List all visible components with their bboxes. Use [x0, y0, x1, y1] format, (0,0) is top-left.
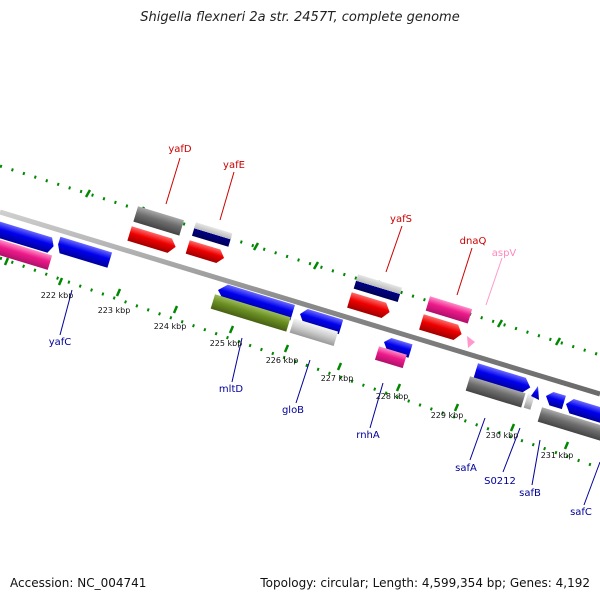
gene-box[interactable]: [191, 222, 233, 247]
gene-label-yafS[interactable]: yafS: [390, 214, 412, 225]
gene-box[interactable]: [465, 376, 526, 408]
gene-label-rnhA[interactable]: rnhA: [356, 430, 380, 441]
tick-mark: [57, 277, 64, 286]
tick-mark: [84, 189, 92, 198]
gene-label-mltD[interactable]: mltD: [219, 384, 243, 395]
gene-label-dnaQ[interactable]: dnaQ: [460, 236, 487, 247]
kbp-label: 226 kbp: [266, 356, 299, 365]
kbp-label: 222 kbp: [41, 291, 74, 300]
kbp-label: 231 kbp: [541, 451, 574, 460]
gene-label-aspV[interactable]: aspV: [492, 248, 517, 259]
tick-mark: [252, 242, 260, 251]
gene-arrow[interactable]: [382, 336, 413, 358]
gene-arrow[interactable]: [564, 397, 600, 428]
reverse-gene-labels: yafC mltD gloB rnhA safA S0212 safB safC: [49, 337, 592, 518]
gene-label-gloB[interactable]: gloB: [282, 405, 304, 416]
tick-mark: [496, 319, 504, 328]
gene-label-safC[interactable]: safC: [570, 507, 592, 518]
gene-box[interactable]: [210, 294, 291, 332]
accession-text: Accession: NC_004741: [10, 576, 147, 590]
tick-mark: [283, 344, 290, 353]
map-title: Shigella flexneri 2a str. 2457T, complet…: [140, 10, 460, 25]
tick-mark: [453, 403, 460, 412]
gene-box[interactable]: [523, 393, 535, 410]
kbp-label: 228 kbp: [376, 392, 409, 401]
kbp-labels: 222 kbp 223 kbp 224 kbp 225 kbp 226 kbp …: [41, 291, 574, 460]
tick-mark: [563, 441, 570, 450]
gene-label-yafC[interactable]: yafC: [49, 337, 72, 348]
tick-mark: [554, 337, 562, 346]
tick-mark: [3, 257, 10, 266]
gene-box[interactable]: [133, 206, 184, 236]
tick-mark: [172, 305, 179, 314]
gene-arrow[interactable]: [298, 307, 344, 335]
forward-gene-labels: yafD yafE yafS dnaQ aspV: [168, 144, 516, 259]
topology-text: Topology: circular; Length: 4,599,354 bp…: [260, 576, 590, 590]
gene-box[interactable]: [425, 296, 473, 324]
gene-arrow[interactable]: [473, 363, 532, 395]
gene-arrow[interactable]: [347, 292, 392, 320]
gene-arrow[interactable]: [216, 282, 295, 321]
gene-features: [0, 206, 600, 445]
gene-arrow[interactable]: [531, 386, 539, 400]
gene-arrow[interactable]: [185, 240, 226, 264]
genome-backbone: [0, 209, 600, 397]
kbp-label: 229 kbp: [431, 411, 464, 420]
kbp-label: 223 kbp: [98, 306, 131, 315]
gene-label-yafD[interactable]: yafD: [168, 144, 192, 155]
kbp-label: 225 kbp: [210, 339, 243, 348]
gene-label-safA[interactable]: safA: [455, 463, 477, 474]
gene-label-S0212[interactable]: S0212: [484, 476, 516, 487]
label-leader-lines: [59, 157, 600, 506]
gene-label-yafE[interactable]: yafE: [223, 160, 245, 171]
gene-arrow[interactable]: [127, 226, 177, 254]
gene-box[interactable]: [353, 274, 403, 303]
gene-box[interactable]: [374, 346, 407, 369]
inner-dotted-track: [0, 256, 600, 470]
gene-box[interactable]: [289, 318, 339, 347]
tick-mark: [395, 383, 402, 392]
kbp-label: 230 kbp: [486, 431, 519, 440]
gene-arrow[interactable]: [544, 390, 566, 410]
gene-arrow[interactable]: [419, 314, 464, 342]
gene-arrow[interactable]: [0, 220, 56, 254]
kbp-label: 227 kbp: [321, 374, 354, 383]
tick-mark: [115, 288, 122, 297]
rna-arrow[interactable]: [467, 336, 475, 348]
kbp-label: 224 kbp: [154, 322, 187, 331]
gene-arrow[interactable]: [0, 238, 53, 270]
tick-mark: [312, 261, 320, 270]
tick-mark: [336, 362, 343, 371]
gene-label-safB[interactable]: safB: [519, 488, 541, 499]
tick-mark: [509, 423, 516, 432]
gene-box[interactable]: [537, 407, 600, 445]
tick-mark: [228, 325, 235, 334]
gene-arrow[interactable]: [56, 236, 113, 268]
